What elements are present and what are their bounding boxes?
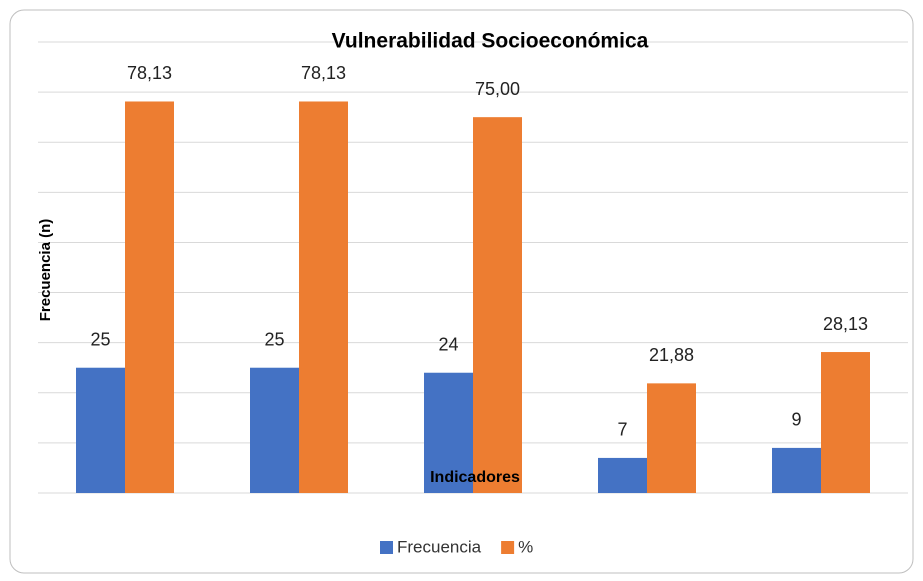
bar bbox=[424, 372, 473, 493]
bar bbox=[125, 101, 174, 494]
data-label: 24 bbox=[438, 334, 458, 354]
data-label: 21,88 bbox=[649, 345, 694, 365]
bar bbox=[76, 367, 125, 493]
bar bbox=[821, 352, 870, 493]
y-axis-label: Frecuencia (n) bbox=[37, 219, 54, 322]
data-label: 7 bbox=[617, 420, 627, 440]
bar bbox=[647, 383, 696, 493]
bar bbox=[473, 117, 522, 494]
legend-swatch bbox=[501, 541, 515, 554]
bar bbox=[598, 457, 647, 493]
legend-label: % bbox=[518, 537, 533, 556]
legend-label: Frecuencia bbox=[397, 537, 482, 556]
data-label: 78,13 bbox=[127, 63, 172, 83]
data-label: 25 bbox=[264, 329, 284, 349]
data-label: 28,13 bbox=[823, 314, 868, 334]
data-label: 9 bbox=[791, 410, 801, 430]
data-label: 25 bbox=[90, 329, 110, 349]
bar bbox=[772, 447, 821, 493]
bar bbox=[299, 101, 348, 494]
chart-title: Vulnerabilidad Socioeconómica bbox=[332, 30, 649, 53]
x-axis-label: Indicadores bbox=[430, 469, 520, 486]
legend-swatch bbox=[380, 541, 393, 554]
data-label: 75,00 bbox=[475, 79, 520, 99]
bar bbox=[250, 367, 299, 493]
data-label: 78,13 bbox=[301, 63, 346, 83]
bars bbox=[76, 101, 870, 494]
